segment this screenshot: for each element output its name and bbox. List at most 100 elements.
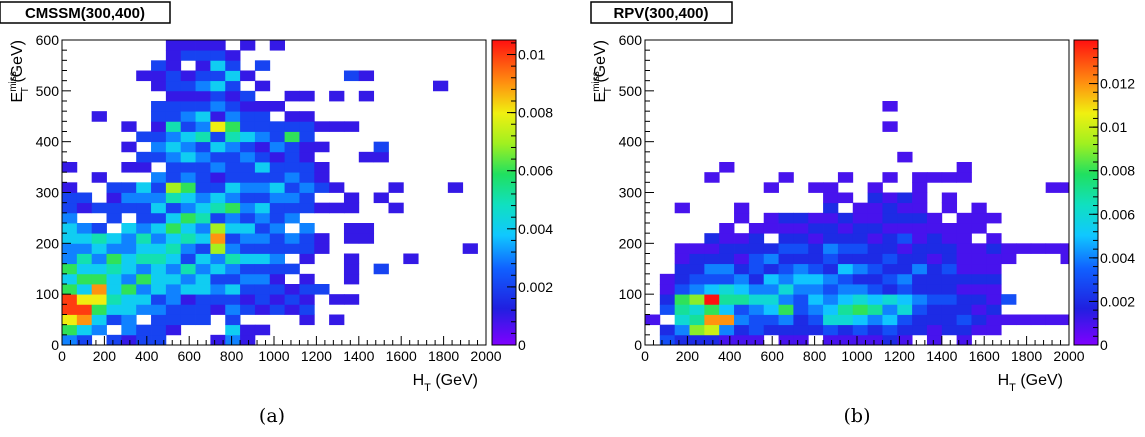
heatmap-cell [240,162,256,173]
heatmap-cell [793,324,809,336]
heatmap-cell [852,304,868,315]
heatmap-cell [882,273,898,285]
heatmap-cell [447,182,464,193]
heatmap-cell [299,172,315,183]
heatmap-cell [240,294,256,305]
heatmap-cell [254,253,271,265]
heatmap-cell [793,263,809,275]
heatmap-cell [151,131,167,143]
heatmap-cell [195,141,211,153]
heatmap-cell [1060,243,1070,254]
heatmap-cell [225,162,241,173]
heatmap-cell [941,273,958,285]
heatmap-cell [926,294,943,305]
heatmap-cell [837,284,854,295]
heatmap-cell [674,324,690,336]
heatmap-cell [151,263,167,275]
heatmap-cell [284,233,300,244]
x-tick-label: 1600 [969,348,1000,364]
heatmap-cell [645,314,661,326]
heatmap-cell [136,151,152,163]
heatmap-cell [986,284,1002,295]
heatmap-cell [62,273,78,285]
heatmap-cell [823,304,839,315]
heatmap-cell [180,192,196,204]
heatmap-cell [180,162,196,173]
heatmap-cell [956,233,972,244]
heatmap-cell [897,192,913,204]
heatmap-cell [329,121,345,132]
heatmap-cell [269,263,285,275]
heatmap-cell [106,192,122,204]
heatmap-cell [971,243,987,254]
heatmap-cell [240,223,256,234]
heatmap-cell [106,334,122,346]
heatmap-cell [225,70,241,82]
heatmap-cell [343,233,360,244]
x-tick-label: 1400 [343,348,374,364]
heatmap-cell [852,273,868,285]
heatmap-cell [195,192,211,204]
heatmap-cell [136,223,152,234]
x-tick-label: 0 [58,348,66,364]
heatmap-cell [912,284,928,295]
heatmap-cell [674,304,690,315]
heatmap-cell [240,233,256,244]
heatmap-cell [76,284,93,295]
heatmap-cell [284,151,300,163]
heatmap-cell [254,162,271,173]
heatmap-cell [180,253,196,265]
heatmap-cell [151,212,167,224]
y-tick-label: 200 [619,235,643,251]
heatmap-cell [225,151,241,163]
heatmap-cell [151,141,167,153]
heatmap-cell [689,284,705,295]
heatmap-cell [837,294,854,305]
heatmap-cell [151,334,167,346]
heatmap-cell [210,40,226,51]
heatmap-cell [254,172,271,183]
heatmap-cell [180,172,196,183]
heatmap-cell [1001,253,1017,265]
heatmap-cell [748,233,765,244]
heatmap-cell [210,192,226,204]
heatmap-cell [719,162,735,173]
heatmap-cell [225,304,241,315]
heatmap-cell [941,192,958,204]
heatmap-cell [373,151,389,163]
heatmap-cell [897,212,913,224]
heatmap-cell [240,141,256,153]
heatmap-cell [121,202,137,214]
heatmap-cell [165,243,182,254]
heatmap-cell [136,202,152,214]
colorbar-tick-label: 0.01 [1100,119,1127,135]
heatmap-cell [926,314,943,326]
heatmap-cell [165,172,182,183]
heatmap-cell [867,202,883,214]
heatmap-cell [165,284,182,295]
heatmap-cell [763,263,779,275]
heatmap-cell [867,192,883,204]
heatmap-cell [76,223,93,234]
heatmap-cell [897,243,913,254]
heatmap-cell [897,273,913,285]
heatmap-cell [121,273,137,285]
heatmap-cell [195,162,211,173]
heatmap-cell [136,70,152,82]
heatmap-cell [823,192,839,204]
heatmap-cell [912,263,928,275]
heatmap-cell [225,182,241,193]
heatmap-cell [689,314,705,326]
heatmap-cell [284,284,300,295]
heatmap-cell [180,212,196,224]
heatmap-cell [62,324,78,336]
heatmap-cell [343,263,360,275]
heatmap-cell [778,212,794,224]
heatmap-cell [971,263,987,275]
heatmap-cell [808,182,824,193]
heatmap-cell [151,192,167,204]
heatmap-cell [180,202,196,214]
heatmap-cell [719,263,735,275]
heatmap-cell [180,243,196,254]
